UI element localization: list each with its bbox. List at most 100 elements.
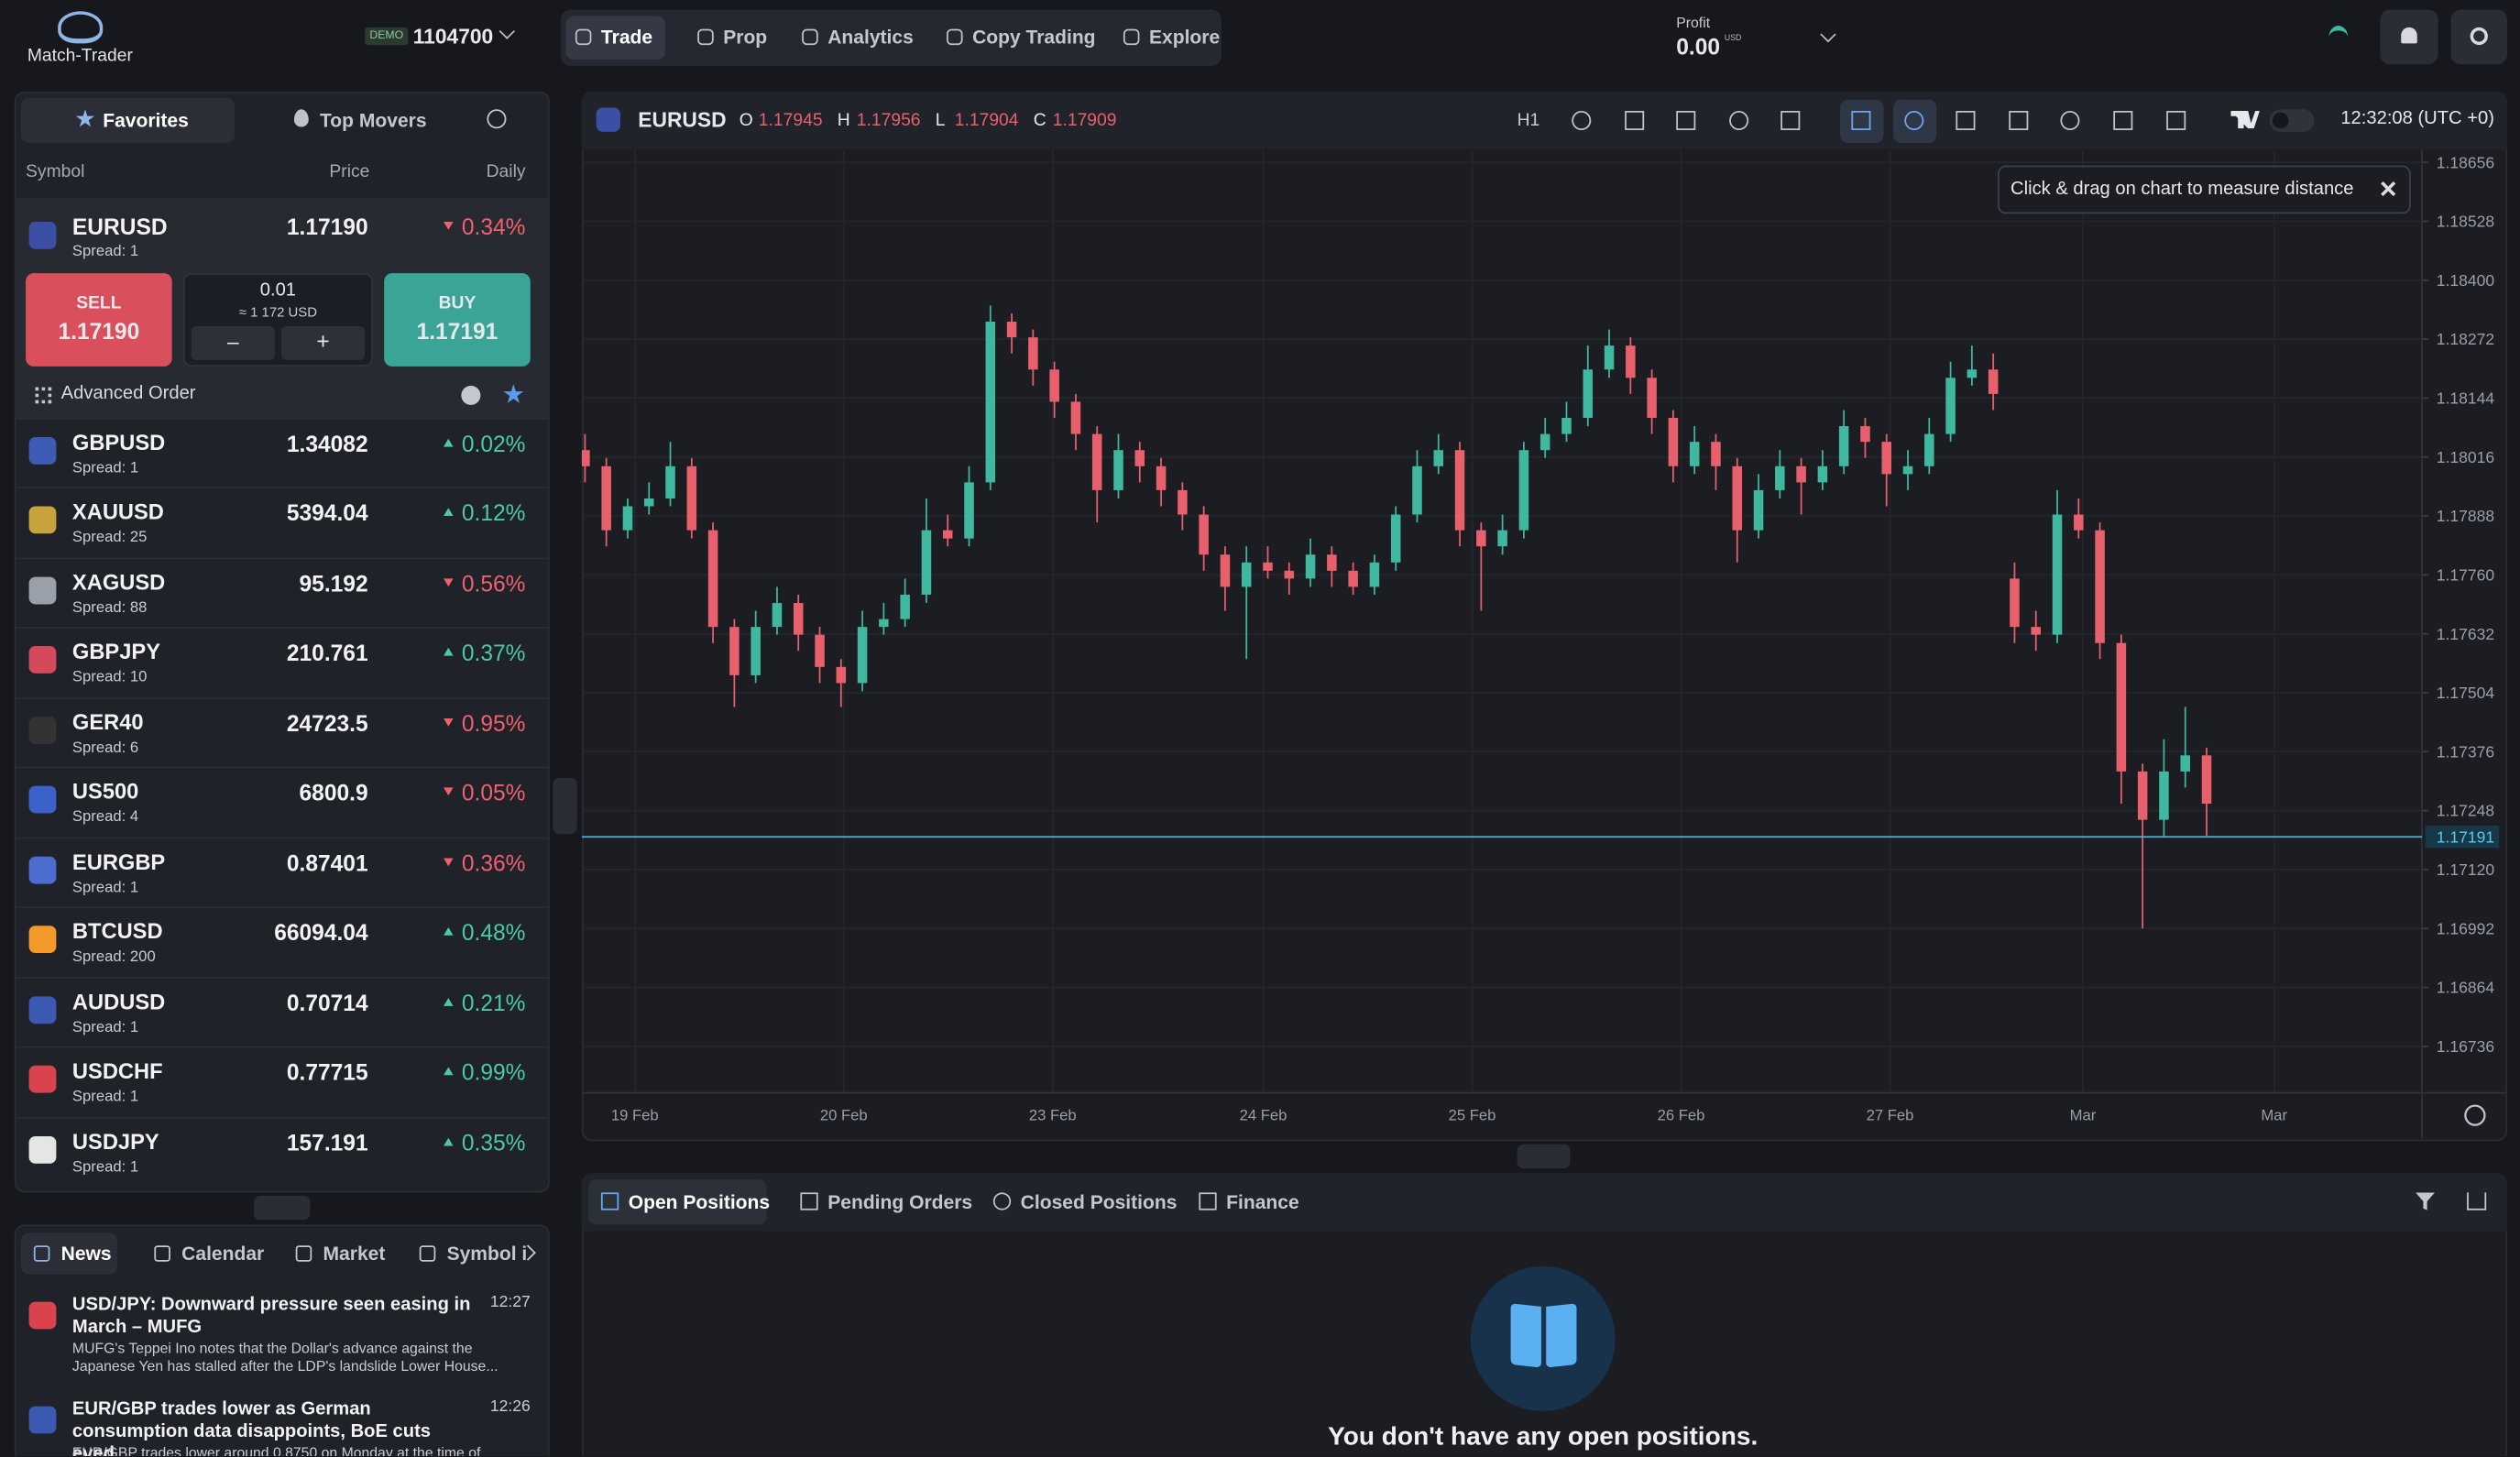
search-icon[interactable] bbox=[487, 109, 507, 129]
tool-icon[interactable] bbox=[1625, 111, 1645, 131]
spread: Spread: 4 bbox=[71, 808, 139, 827]
candle-body bbox=[1881, 442, 1892, 475]
volume-minus[interactable] bbox=[191, 326, 275, 360]
price: 1.17190 bbox=[286, 214, 368, 240]
watchlist-row[interactable] bbox=[14, 417, 550, 487]
watchlist-tab[interactable]: Top Movers bbox=[320, 109, 427, 132]
bottom-handle[interactable] bbox=[1517, 1144, 1571, 1169]
price: 95.192 bbox=[299, 570, 368, 597]
tool-icon[interactable] bbox=[1780, 111, 1801, 131]
nav-label: Prop bbox=[723, 26, 768, 49]
direction-arrow bbox=[444, 927, 454, 936]
timeframe[interactable]: H1 bbox=[1517, 111, 1540, 131]
volume: 0.01 bbox=[259, 280, 297, 301]
nav-item[interactable]: Trade bbox=[565, 16, 666, 60]
brand: Match-Trader bbox=[27, 46, 133, 66]
nav-label: Copy Trading bbox=[972, 26, 1096, 49]
watchlist-row[interactable] bbox=[14, 696, 550, 766]
tool-icon[interactable] bbox=[2009, 111, 2029, 131]
news-time: 12:26 bbox=[489, 1397, 531, 1417]
advanced-order[interactable]: Advanced Order bbox=[60, 384, 196, 404]
candle-body bbox=[1967, 369, 1978, 378]
ohlc-label: H bbox=[837, 111, 850, 131]
news-title[interactable]: EUR/GBP trades lower as German consumpti… bbox=[71, 1399, 432, 1456]
candle-body bbox=[1860, 426, 1870, 443]
candle-body bbox=[1647, 378, 1657, 419]
spread: Spread: 200 bbox=[71, 948, 156, 967]
side-handle[interactable] bbox=[553, 777, 577, 835]
daily-change: 0.36% bbox=[461, 849, 526, 876]
nav-label: Analytics bbox=[827, 26, 914, 49]
x-tick-label: 20 Feb bbox=[820, 1106, 868, 1123]
nav-label: Trade bbox=[600, 26, 653, 49]
watchlist-row[interactable] bbox=[14, 976, 550, 1046]
price-chart[interactable]: 1.16736 1.16864 1.16992 1.17120 1.17248 1.173… bbox=[581, 149, 2507, 1138]
nav-item[interactable]: Explore bbox=[1113, 16, 1233, 60]
chevron[interactable] bbox=[1820, 27, 1836, 43]
news-tab[interactable]: Calendar bbox=[181, 1242, 265, 1265]
positions-tab[interactable]: Pending Orders bbox=[827, 1190, 973, 1214]
candle-body bbox=[1134, 450, 1145, 466]
download-icon[interactable] bbox=[2467, 1192, 2487, 1211]
candle-body bbox=[900, 594, 910, 619]
watchlist-tab[interactable]: Favorites bbox=[103, 109, 189, 132]
news-title[interactable]: USD/JPY: Downward pressure seen easing i… bbox=[71, 1295, 471, 1338]
y-tick-label: 1.17248 bbox=[2437, 802, 2494, 820]
buy-button[interactable] bbox=[384, 273, 531, 367]
tool-active-bg bbox=[1840, 99, 1884, 144]
account-number[interactable]: 1104700 bbox=[412, 24, 494, 49]
positions-tab[interactable]: Closed Positions bbox=[1020, 1190, 1178, 1214]
news-tab[interactable]: Market bbox=[323, 1242, 386, 1265]
symbol-icon bbox=[28, 222, 57, 249]
watchlist-row[interactable] bbox=[14, 906, 550, 975]
tool-icon[interactable] bbox=[1676, 111, 1696, 131]
nav-item[interactable]: Prop bbox=[688, 16, 781, 60]
tool-icon[interactable] bbox=[1572, 111, 1592, 131]
news-tab[interactable]: News bbox=[60, 1242, 112, 1265]
positions-tab[interactable]: Finance bbox=[1226, 1190, 1299, 1214]
news-icon bbox=[28, 1301, 57, 1330]
nav-item[interactable]: Analytics bbox=[793, 16, 926, 60]
sell-button[interactable] bbox=[26, 273, 172, 367]
direction-arrow bbox=[444, 648, 454, 657]
collapse-handle[interactable] bbox=[254, 1195, 311, 1221]
watchlist-row[interactable] bbox=[14, 837, 550, 905]
column-header: Symbol bbox=[26, 162, 85, 182]
candle-body bbox=[857, 627, 868, 684]
tool-icon[interactable] bbox=[1956, 111, 1976, 131]
ohlc-value: 1.17904 bbox=[954, 111, 1019, 131]
tool-icon[interactable] bbox=[2113, 111, 2133, 131]
news-tab[interactable]: Symbol i bbox=[446, 1242, 528, 1265]
nav-item[interactable]: Copy Trading bbox=[937, 16, 1108, 60]
y-tick-label: 1.17760 bbox=[2437, 565, 2495, 584]
watchlist-row[interactable] bbox=[14, 557, 550, 626]
tool-icon[interactable] bbox=[1851, 111, 1871, 131]
positions-tab[interactable]: Open Positions bbox=[628, 1190, 771, 1214]
candle-body bbox=[1263, 562, 1273, 571]
candle-body bbox=[1775, 466, 1785, 490]
price: 5394.04 bbox=[286, 500, 368, 527]
tool-icon[interactable] bbox=[1904, 111, 1924, 131]
watchlist-row[interactable] bbox=[14, 627, 550, 696]
candle-body bbox=[751, 627, 761, 675]
plus-label: + bbox=[316, 327, 330, 354]
watchlist-row[interactable] bbox=[14, 1046, 550, 1115]
watchlist-row[interactable] bbox=[14, 1116, 550, 1185]
spread: Spread: 10 bbox=[71, 669, 148, 687]
x-tick-label: 23 Feb bbox=[1029, 1106, 1077, 1123]
candle-body bbox=[1091, 433, 1102, 490]
info-icon[interactable] bbox=[461, 385, 481, 405]
price: 1.34082 bbox=[286, 431, 368, 457]
x-tick-label: 19 Feb bbox=[611, 1106, 659, 1123]
spread: Spread: 1 bbox=[71, 878, 139, 897]
candle-body bbox=[964, 482, 974, 539]
watchlist-row[interactable] bbox=[14, 487, 550, 556]
direction-arrow bbox=[444, 438, 454, 447]
tool-icon[interactable] bbox=[1729, 111, 1749, 131]
volume-plus[interactable] bbox=[280, 326, 366, 360]
tool-icon[interactable] bbox=[2060, 111, 2080, 131]
candle-body bbox=[665, 466, 675, 498]
watchlist-row[interactable] bbox=[14, 767, 550, 836]
tool-icon[interactable] bbox=[2166, 111, 2186, 131]
tab-active-bg[interactable] bbox=[20, 97, 236, 144]
